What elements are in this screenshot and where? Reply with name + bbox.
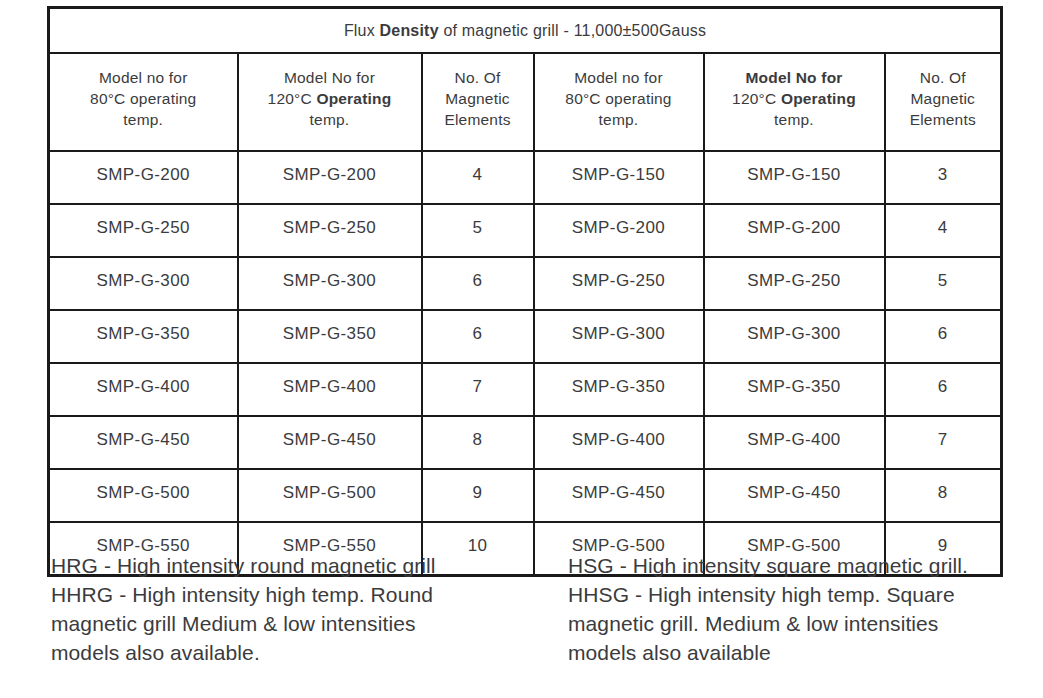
header-line: temp. <box>123 111 163 128</box>
header-magnetic-elements-left: No. Of Magnetic Elements <box>422 53 534 151</box>
table-row: SMP-G-400 SMP-G-400 7 SMP-G-350 SMP-G-35… <box>49 363 1002 416</box>
header-line: No. Of <box>455 69 501 86</box>
model-cell: SMP-G-450 <box>238 416 422 469</box>
elements-count-cell: 4 <box>422 151 534 204</box>
header-line: Magnetic <box>445 90 510 107</box>
header-line: Elements <box>444 111 510 128</box>
header-line: 120°C <box>268 90 317 107</box>
model-cell: SMP-G-500 <box>49 469 238 522</box>
header-line: 80°C operating <box>565 90 671 107</box>
header-model-80c-right: Model no for 80°C operating temp. <box>534 53 704 151</box>
model-cell: SMP-G-450 <box>534 469 704 522</box>
model-cell: SMP-G-300 <box>238 257 422 310</box>
elements-count-cell: 3 <box>885 151 1002 204</box>
model-cell: SMP-G-200 <box>49 151 238 204</box>
elements-count-cell: 4 <box>885 204 1002 257</box>
table-header-row: Model no for 80°C operating temp. Model … <box>49 53 1002 151</box>
header-line: temp. <box>599 111 639 128</box>
model-cell: SMP-G-400 <box>534 416 704 469</box>
table-title-post: of magnetic grill - 11,000±500Gauss <box>439 22 706 39</box>
flux-density-table-wrap: Flux Density of magnetic grill - 11,000±… <box>47 6 1003 577</box>
header-line: temp. <box>774 111 814 128</box>
model-cell: SMP-G-200 <box>534 204 704 257</box>
table-row: SMP-G-200 SMP-G-200 4 SMP-G-150 SMP-G-15… <box>49 151 1002 204</box>
table-row: SMP-G-300 SMP-G-300 6 SMP-G-250 SMP-G-25… <box>49 257 1002 310</box>
elements-count-cell: 5 <box>422 204 534 257</box>
model-cell: SMP-G-450 <box>49 416 238 469</box>
model-cell: SMP-G-450 <box>704 469 885 522</box>
table-row: SMP-G-350 SMP-G-350 6 SMP-G-300 SMP-G-30… <box>49 310 1002 363</box>
footnote-square-grill: HSG - High intensity square magnetic gri… <box>568 551 1038 667</box>
elements-count-cell: 6 <box>885 310 1002 363</box>
table-row: SMP-G-500 SMP-G-500 9 SMP-G-450 SMP-G-45… <box>49 469 1002 522</box>
header-magnetic-elements-right: No. Of Magnetic Elements <box>885 53 1002 151</box>
table-row: SMP-G-250 SMP-G-250 5 SMP-G-200 SMP-G-20… <box>49 204 1002 257</box>
model-cell: SMP-G-250 <box>534 257 704 310</box>
header-line: No. Of <box>920 69 966 86</box>
header-line: Magnetic <box>911 90 976 107</box>
header-line: Elements <box>910 111 976 128</box>
model-cell: SMP-G-200 <box>238 151 422 204</box>
model-cell: SMP-G-400 <box>238 363 422 416</box>
model-cell: SMP-G-350 <box>49 310 238 363</box>
elements-count-cell: 6 <box>885 363 1002 416</box>
model-cell: SMP-G-150 <box>704 151 885 204</box>
model-cell: SMP-G-200 <box>704 204 885 257</box>
model-cell: SMP-G-350 <box>238 310 422 363</box>
header-line: Model no for <box>99 69 188 86</box>
header-line: Model No for <box>284 69 375 86</box>
elements-count-cell: 9 <box>422 469 534 522</box>
header-line: Model no for <box>574 69 663 86</box>
page: Flux Density of magnetic grill - 11,000±… <box>0 0 1043 698</box>
model-cell: SMP-G-250 <box>704 257 885 310</box>
model-cell: SMP-G-500 <box>238 469 422 522</box>
table-title-row: Flux Density of magnetic grill - 11,000±… <box>49 8 1002 54</box>
header-model-80c-left: Model no for 80°C operating temp. <box>49 53 238 151</box>
elements-count-cell: 6 <box>422 310 534 363</box>
header-line: temp. <box>310 111 350 128</box>
header-model-120c-left: Model No for 120°C Operating temp. <box>238 53 422 151</box>
header-line-bold: Model No for <box>745 69 842 86</box>
table-row: SMP-G-450 SMP-G-450 8 SMP-G-400 SMP-G-40… <box>49 416 1002 469</box>
flux-density-table: Flux Density of magnetic grill - 11,000±… <box>47 6 1003 577</box>
header-line-bold: Operating <box>316 90 391 107</box>
elements-count-cell: 6 <box>422 257 534 310</box>
model-cell: SMP-G-300 <box>534 310 704 363</box>
footnote-round-grill: HRG - High intensity round magnetic gril… <box>51 551 531 667</box>
model-cell: SMP-G-250 <box>238 204 422 257</box>
table-title-pre: Flux <box>344 22 380 39</box>
model-cell: SMP-G-300 <box>704 310 885 363</box>
header-line-bold: Operating <box>781 90 856 107</box>
header-model-120c-right: Model No for 120°C Operating temp. <box>704 53 885 151</box>
model-cell: SMP-G-400 <box>49 363 238 416</box>
model-cell: SMP-G-400 <box>704 416 885 469</box>
elements-count-cell: 8 <box>885 469 1002 522</box>
model-cell: SMP-G-250 <box>49 204 238 257</box>
header-line: 80°C operating <box>90 90 196 107</box>
elements-count-cell: 7 <box>422 363 534 416</box>
elements-count-cell: 7 <box>885 416 1002 469</box>
table-title-bold: Density <box>380 22 439 39</box>
header-line: 120°C <box>732 90 781 107</box>
model-cell: SMP-G-350 <box>704 363 885 416</box>
model-cell: SMP-G-300 <box>49 257 238 310</box>
model-cell: SMP-G-350 <box>534 363 704 416</box>
elements-count-cell: 8 <box>422 416 534 469</box>
model-cell: SMP-G-150 <box>534 151 704 204</box>
elements-count-cell: 5 <box>885 257 1002 310</box>
table-title: Flux Density of magnetic grill - 11,000±… <box>49 8 1002 54</box>
